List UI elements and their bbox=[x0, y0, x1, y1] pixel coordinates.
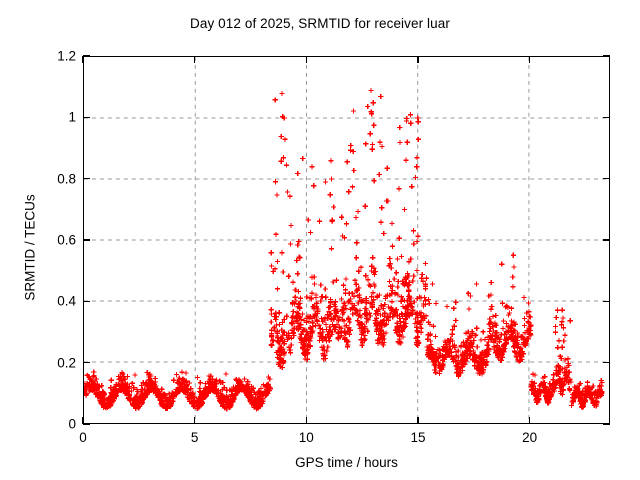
x-tick-mark bbox=[305, 417, 307, 424]
y-tick-label: 0 bbox=[68, 416, 76, 432]
x-tick-label: 5 bbox=[190, 430, 199, 445]
y-tick-mark bbox=[83, 239, 90, 241]
y-tick-mark bbox=[603, 177, 610, 180]
x-tick-label: 0 bbox=[79, 430, 87, 445]
x-axis-label: GPS time / hours bbox=[295, 455, 398, 470]
y-tick-mark bbox=[83, 55, 90, 57]
x-tick-mark bbox=[82, 56, 84, 63]
y-tick-label: 1.2 bbox=[57, 48, 76, 64]
y-tick-mark bbox=[83, 116, 90, 119]
x-tick-mark bbox=[528, 417, 531, 424]
y-tick-mark bbox=[603, 239, 610, 241]
y-tick-label: 1 bbox=[68, 109, 76, 125]
x-tick-label: 10 bbox=[298, 430, 314, 445]
y-tick-mark bbox=[603, 300, 610, 303]
x-tick-mark bbox=[417, 417, 419, 424]
y-tick-label: 0.4 bbox=[57, 293, 76, 309]
x-tick-label: 20 bbox=[522, 430, 538, 445]
y-tick-mark bbox=[603, 55, 610, 57]
y-tick-mark bbox=[603, 116, 610, 119]
x-tick-mark bbox=[528, 56, 531, 63]
x-tick-mark bbox=[193, 56, 196, 63]
scatter-points bbox=[84, 87, 605, 412]
x-tick-mark bbox=[305, 56, 307, 63]
x-tick-mark bbox=[193, 417, 196, 424]
plot-area bbox=[83, 56, 610, 424]
y-tick-label: 0.2 bbox=[57, 355, 76, 371]
x-tick-label: 15 bbox=[410, 430, 426, 445]
y-tick-mark bbox=[83, 361, 90, 364]
y-tick-mark bbox=[83, 300, 90, 303]
x-tick-mark bbox=[417, 56, 419, 63]
y-tick-mark bbox=[603, 423, 610, 425]
y-tick-mark bbox=[83, 423, 90, 425]
y-tick-mark bbox=[603, 361, 610, 364]
y-tick-mark bbox=[83, 177, 90, 180]
chart-title: Day 012 of 2025, SRMTID for receiver lua… bbox=[190, 16, 450, 31]
y-tick-label: 0.8 bbox=[57, 171, 76, 187]
x-tick-mark bbox=[82, 417, 84, 424]
grid-lines bbox=[84, 57, 609, 423]
y-tick-label: 0.6 bbox=[57, 232, 76, 248]
